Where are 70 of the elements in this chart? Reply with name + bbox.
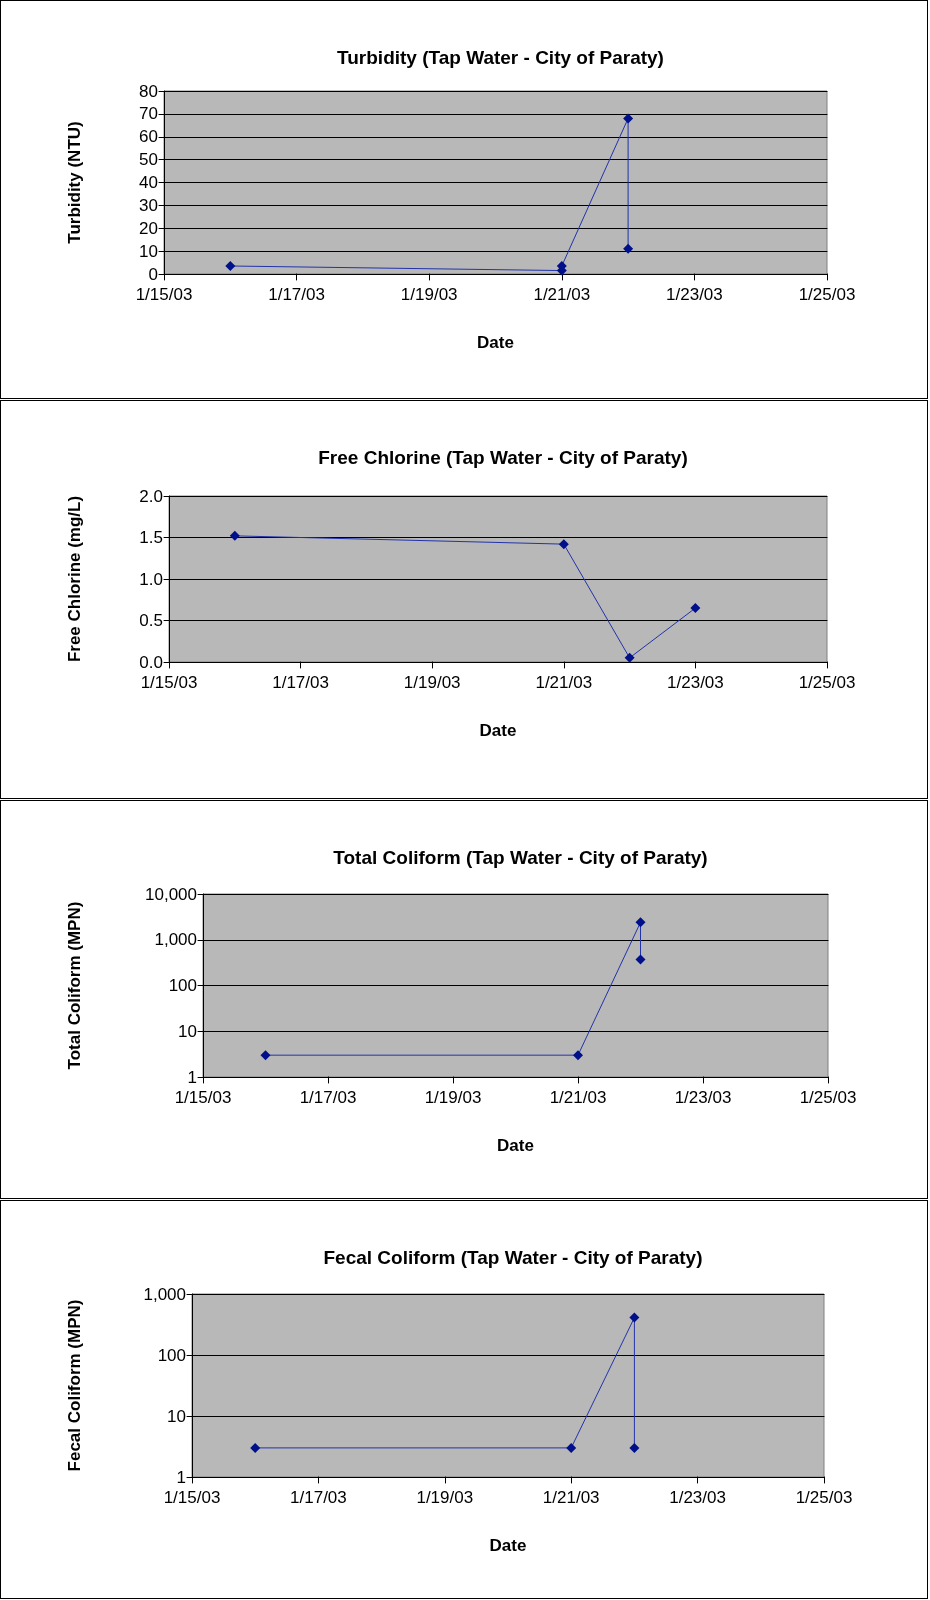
point xyxy=(225,260,236,271)
point xyxy=(623,243,634,254)
x-tick-label: 1/25/03 xyxy=(795,1488,853,1507)
point xyxy=(573,1050,583,1061)
y-tick-label: 0.5 xyxy=(139,611,163,630)
point xyxy=(635,954,646,965)
x-tick-label: 1/17/03 xyxy=(299,1088,357,1107)
x-tick-label: 1/23/03 xyxy=(674,1088,732,1107)
y-tick-label: 20 xyxy=(139,218,158,238)
y-axis-title: Fecal Coliform (MPN) xyxy=(65,1299,84,1472)
y-tick-label: 2.0 xyxy=(139,486,163,506)
y-axis-title: Turbidity (NTU) xyxy=(65,121,84,244)
point xyxy=(260,1050,271,1061)
x-tick-label: 1/25/03 xyxy=(798,673,856,692)
y-tick-label: 10 xyxy=(139,241,158,261)
x-tick-label: 1/15/03 xyxy=(135,285,193,304)
y-tick-label: 100 xyxy=(157,1345,186,1365)
y-tick-label: 0 xyxy=(148,264,158,284)
x-tick-label: 1/23/03 xyxy=(669,1488,726,1507)
x-tick-label: 1/19/03 xyxy=(424,1088,482,1107)
y-tick-label: 30 xyxy=(139,195,158,215)
point xyxy=(229,530,240,541)
y-tick-label: 60 xyxy=(139,127,158,147)
x-axis-title: Date xyxy=(477,333,514,352)
x-tick-label: 1/21/03 xyxy=(542,1488,600,1507)
x-tick-label: 1/17/03 xyxy=(268,285,325,304)
point xyxy=(690,603,701,614)
chart-title: Total Coliform (Tap Water - City of Paraty) xyxy=(333,847,708,868)
y-tick-label: 1.5 xyxy=(139,528,163,547)
y-tick-label: 0.0 xyxy=(139,652,163,672)
y-tick-label: 1,000 xyxy=(154,930,197,950)
chart-title: Free Chlorine (Tap Water - City of Paraty) xyxy=(318,447,688,468)
x-tick-label: 1/17/03 xyxy=(290,1488,347,1507)
x-tick-label: 1/19/03 xyxy=(403,673,461,692)
chart-title: Fecal Coliform (Tap Water - City of Paraty) xyxy=(323,1247,703,1268)
y-tick-label: 1 xyxy=(176,1467,186,1487)
x-tick-label: 1/25/03 xyxy=(798,285,856,304)
y-tick-label: 40 xyxy=(139,173,158,192)
point xyxy=(635,917,646,928)
x-tick-label: 1/25/03 xyxy=(799,1088,857,1107)
x-tick-label: 1/21/03 xyxy=(535,673,593,692)
x-tick-label: 1/15/03 xyxy=(163,1488,221,1507)
y-tick-label: 70 xyxy=(139,104,158,124)
y-tick-label: 1,000 xyxy=(143,1284,186,1304)
x-tick-label: 1/21/03 xyxy=(533,285,591,304)
x-axis-title: Date xyxy=(497,1136,534,1155)
y-tick-label: 10 xyxy=(167,1406,186,1426)
point xyxy=(623,113,634,124)
y-tick-label: 10 xyxy=(178,1021,197,1041)
x-tick-label: 1/17/03 xyxy=(272,673,329,692)
chart-title: Turbidity (Tap Water - City of Paraty) xyxy=(337,47,664,68)
x-tick-label: 1/23/03 xyxy=(667,673,724,692)
y-tick-label: 10,000 xyxy=(145,884,197,904)
point xyxy=(624,652,635,663)
x-axis-title: Date xyxy=(489,1536,527,1555)
x-tick-label: 1/15/03 xyxy=(174,1088,232,1107)
x-tick-label: 1/19/03 xyxy=(400,285,458,304)
x-axis-title: Date xyxy=(479,721,517,740)
y-tick-label: 80 xyxy=(139,81,158,101)
y-axis-title: Total Coliform (MPN) xyxy=(65,901,84,1070)
x-tick-label: 1/23/03 xyxy=(666,285,723,304)
y-tick-label: 100 xyxy=(168,976,197,995)
y-tick-label: 1.0 xyxy=(139,569,163,589)
point xyxy=(558,539,569,550)
y-axis-title: Free Chlorine (mg/L) xyxy=(65,495,84,663)
x-tick-label: 1/19/03 xyxy=(416,1488,474,1507)
y-tick-label: 50 xyxy=(139,150,158,170)
x-tick-label: 1/15/03 xyxy=(140,673,198,692)
x-tick-label: 1/21/03 xyxy=(549,1088,607,1107)
y-tick-label: 1 xyxy=(187,1067,197,1087)
